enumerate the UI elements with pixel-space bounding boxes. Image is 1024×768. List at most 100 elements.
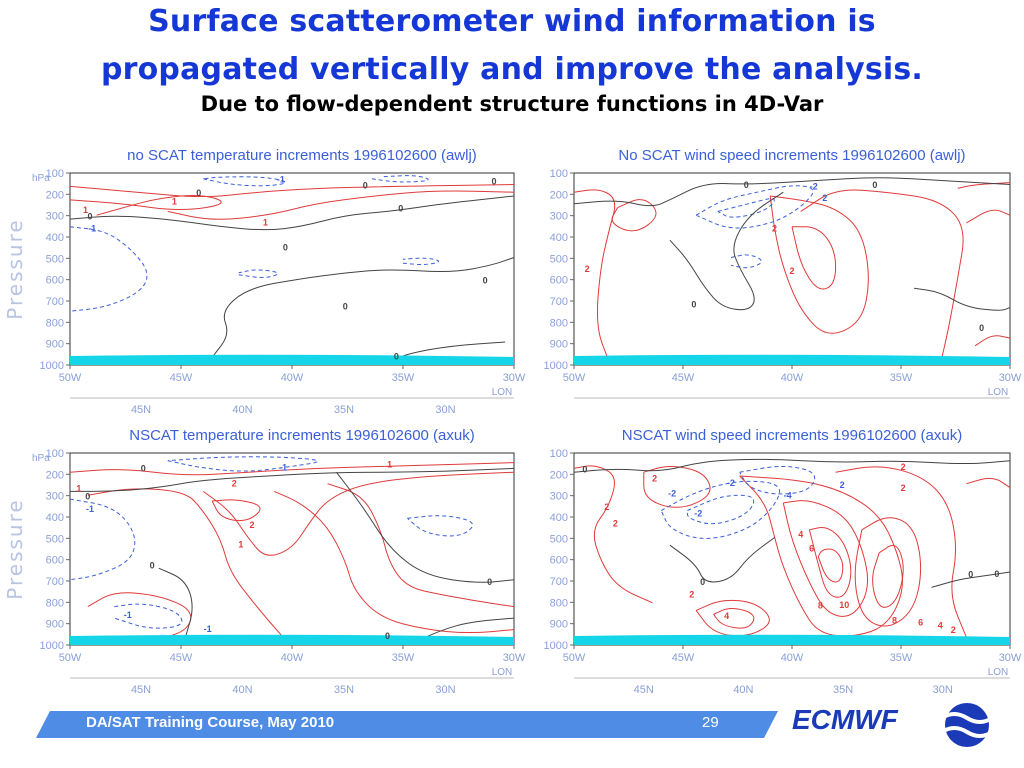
surface-band xyxy=(70,354,514,365)
contour-label: 0 xyxy=(483,276,488,286)
contour-label: -1 xyxy=(124,610,132,620)
ecmwf-logo-text: ECMWF xyxy=(792,704,898,735)
contour-label: 1 xyxy=(172,197,177,207)
contour-label: 0 xyxy=(196,188,201,198)
y-tick-label: 1000 xyxy=(544,360,568,372)
surface-band xyxy=(574,354,1010,365)
contour-label: -1 xyxy=(279,462,287,472)
contour-label: 2 xyxy=(901,462,906,472)
y-tick-label: 100 xyxy=(550,168,568,180)
contour-label: 0 xyxy=(492,176,497,186)
x-tick-label: 45W xyxy=(170,372,193,384)
contour-line-zero xyxy=(158,567,193,638)
contour-line-pos xyxy=(872,544,904,608)
page-number: 29 xyxy=(702,714,719,731)
y-tick-label: 500 xyxy=(550,253,568,265)
y-tick-label: 700 xyxy=(550,296,568,308)
contour-line-neg xyxy=(686,494,755,525)
contour-line-pos xyxy=(966,209,1011,224)
y-tick-label: 600 xyxy=(46,555,64,567)
lat-tick-label: 45N xyxy=(634,684,654,696)
contour-label: -1 xyxy=(277,174,285,184)
contour-label: 1 xyxy=(76,484,81,494)
contour-line-zero xyxy=(669,191,784,311)
contour-label: -2 xyxy=(810,181,818,191)
y-tick-label: 200 xyxy=(550,189,568,201)
contour-line-neg xyxy=(238,269,279,278)
contour-label: 0 xyxy=(85,492,90,502)
contour-line-zero xyxy=(69,195,515,231)
chart-title: No SCAT wind speed increments 1996102600… xyxy=(618,147,965,164)
y-tick-label: 200 xyxy=(46,469,64,481)
contour-line-pos xyxy=(202,471,515,556)
contour-line-neg xyxy=(730,254,762,269)
chart-svg: No SCAT wind speed increments 1996102600… xyxy=(544,147,1022,399)
surface-band xyxy=(70,634,514,645)
contour-label: 2 xyxy=(604,502,609,512)
contour-label: 0 xyxy=(283,243,288,253)
contour-label: 2 xyxy=(689,589,694,599)
lat-tick-label: 30N xyxy=(435,404,455,416)
contour-label: 1 xyxy=(263,218,268,228)
chart-svg: no SCAT temperature increments 199610260… xyxy=(3,147,526,416)
y-tick-label: 100 xyxy=(550,448,568,460)
contour-line-pos xyxy=(957,182,1011,189)
y-tick-label: 800 xyxy=(550,597,568,609)
contour-label: 0 xyxy=(487,577,492,587)
y-tick-label: 900 xyxy=(550,339,568,351)
contour-label: -2 xyxy=(694,508,702,518)
contour-line-neg xyxy=(407,515,474,537)
y-tick-label: 500 xyxy=(550,533,568,545)
contour-label: 0 xyxy=(700,577,705,587)
y-tick-label: 300 xyxy=(550,211,568,223)
contour-line-pos xyxy=(69,194,222,216)
contour-label: 1 xyxy=(238,540,243,550)
contour-label: 2 xyxy=(232,478,237,488)
contour-label: 0 xyxy=(394,351,399,361)
x-tick-label: 40W xyxy=(281,652,304,664)
contour-line-pos xyxy=(835,466,967,638)
y-tick-label: 900 xyxy=(550,619,568,631)
contour-label: 0 xyxy=(343,302,348,312)
contour-line-neg xyxy=(717,198,775,218)
y-tick-label: 200 xyxy=(550,469,568,481)
lat-tick-label: 40N xyxy=(232,404,252,416)
lat-tick-label: 45N xyxy=(131,404,151,416)
contour-line-zero xyxy=(573,177,1011,207)
contour-label: 2 xyxy=(789,266,794,276)
contour-label: 8 xyxy=(892,615,897,625)
contour-line-neg xyxy=(739,465,816,495)
x-tick-label: 30W xyxy=(999,372,1022,384)
contour-label: 2 xyxy=(250,520,255,530)
contour-label: 0 xyxy=(979,323,984,333)
contour-line-zero xyxy=(211,257,515,358)
contour-label: 10 xyxy=(839,600,849,610)
plot-frame xyxy=(573,172,1011,366)
x-tick-label: 40W xyxy=(781,372,804,384)
chart-panel-temp-nscat: NSCAT temperature increments 1996102600 … xyxy=(0,420,526,702)
contour-line-zero xyxy=(669,537,775,583)
contour-label: 1 xyxy=(387,460,392,470)
contour-line-pos xyxy=(854,517,922,627)
y-unit: hPa xyxy=(32,173,50,184)
y-tick-label: 300 xyxy=(550,491,568,503)
chart-svg: NSCAT temperature increments 1996102600 … xyxy=(3,427,526,696)
y-tick-label: 900 xyxy=(46,619,64,631)
contour-label: 4 xyxy=(724,611,729,621)
contour-label: 0 xyxy=(141,464,146,474)
lat-tick-label: 40N xyxy=(733,684,753,696)
contour-label: 2 xyxy=(840,480,845,490)
contour-line-pos xyxy=(274,490,515,634)
contour-label: 2 xyxy=(822,193,827,203)
contour-line-neg xyxy=(371,175,429,183)
lat-tick-label: 35N xyxy=(334,404,354,416)
surface-band xyxy=(574,634,1010,645)
contour-line-neg xyxy=(402,257,440,266)
y-tick-label: 500 xyxy=(46,253,64,265)
contour-label: 2 xyxy=(951,625,956,635)
x-tick-label: 45W xyxy=(672,372,695,384)
contour-line-pos xyxy=(791,226,837,290)
contour-label: -2 xyxy=(727,478,735,488)
contour-line-zero xyxy=(931,571,1011,588)
contour-label: 4 xyxy=(798,530,803,540)
